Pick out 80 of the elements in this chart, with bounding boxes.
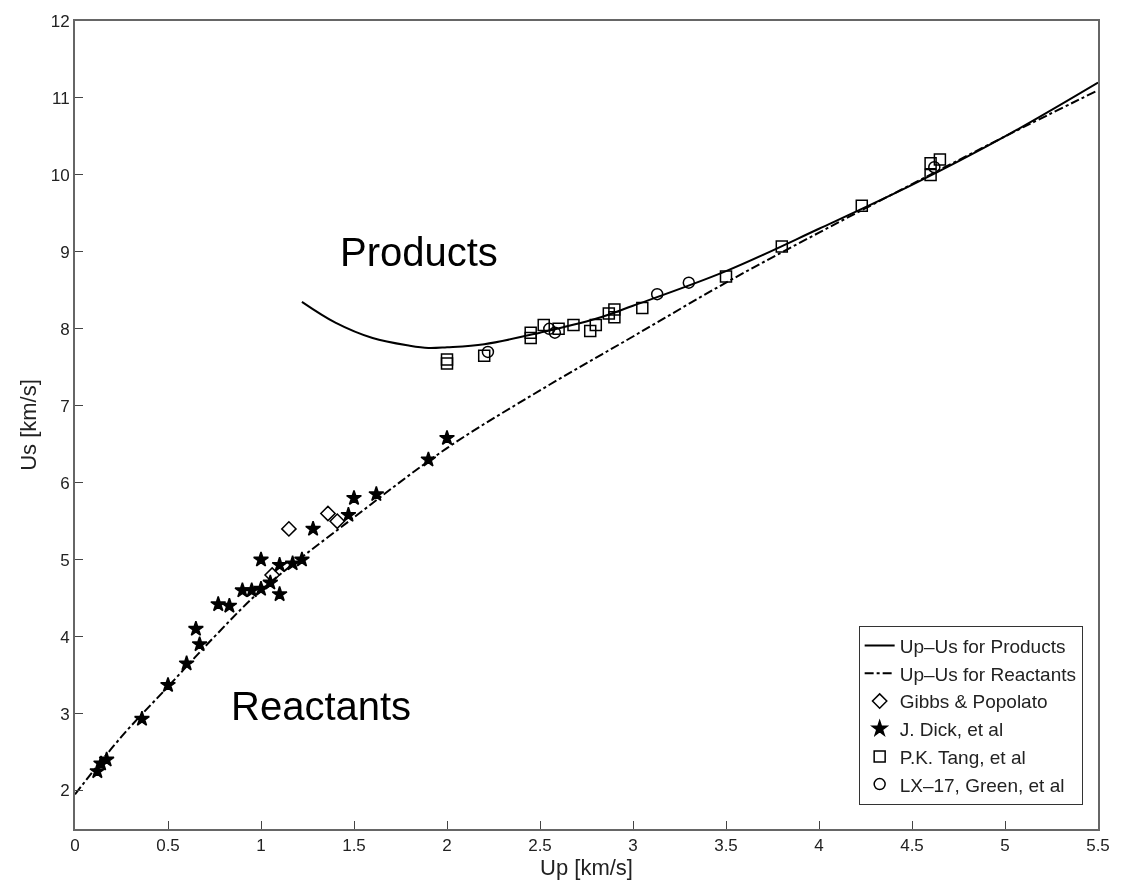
point <box>775 240 789 253</box>
point <box>98 751 115 767</box>
y-tick-label: 11 <box>51 88 70 108</box>
point <box>345 489 363 506</box>
point <box>608 311 621 324</box>
point <box>210 595 227 612</box>
x-tick-label: 5.5 <box>1086 836 1110 856</box>
point <box>368 485 385 502</box>
point <box>682 276 696 289</box>
point <box>608 303 621 316</box>
legend-label: Up–Us for Products <box>899 636 1066 658</box>
y-tick-label: 6 <box>60 473 70 493</box>
point <box>133 710 151 726</box>
x-tick-label: 5 <box>1000 836 1010 856</box>
legend-label: LX–17, Green, et al <box>899 774 1065 796</box>
point <box>481 345 495 359</box>
legend-label: Gibbs & Popolato <box>899 691 1048 713</box>
x-tick-label: 0.5 <box>156 836 180 856</box>
x-tick-label: 3 <box>628 836 638 856</box>
x-tick-label: 1.5 <box>342 836 366 856</box>
point <box>602 307 616 320</box>
y-tick-label: 3 <box>60 704 70 724</box>
point <box>329 513 346 530</box>
x-tick-label: 2 <box>442 836 452 856</box>
legend-label: P.K. Tang, et al <box>899 746 1026 768</box>
point <box>589 318 603 332</box>
x-tick-label: 4 <box>814 836 824 856</box>
annotation: Products <box>340 230 498 274</box>
y-tick-label: 10 <box>50 165 70 185</box>
point <box>933 153 947 166</box>
x-tick-label: 2.5 <box>528 836 552 856</box>
y-tick-label: 9 <box>60 242 70 262</box>
x-tick-label: 0 <box>70 836 80 856</box>
y-tick-label: 7 <box>60 396 70 416</box>
point <box>243 582 260 598</box>
y-tick-label: 4 <box>60 627 70 647</box>
x-tick-label: 3.5 <box>714 836 738 856</box>
point <box>583 324 597 338</box>
y-tick-label: 5 <box>60 550 70 570</box>
point <box>650 287 664 301</box>
point <box>440 353 454 366</box>
point <box>440 357 454 370</box>
x-tick-label: 1 <box>256 836 266 856</box>
y-axis-title: Us [km/s] <box>15 379 41 471</box>
y-tick-label: 2 <box>60 781 70 801</box>
point <box>340 506 357 523</box>
point <box>293 551 310 567</box>
point <box>271 556 288 573</box>
point <box>477 349 491 362</box>
point <box>924 168 937 182</box>
point <box>178 655 195 671</box>
x-axis-title: Up [km/s] <box>540 855 633 881</box>
point <box>924 157 937 170</box>
point <box>281 520 297 537</box>
point <box>252 551 270 567</box>
point <box>320 505 336 522</box>
x-tick-label: 4.5 <box>900 836 924 856</box>
point <box>284 555 301 571</box>
point <box>537 318 550 332</box>
point <box>187 620 204 636</box>
point <box>855 199 869 212</box>
annotation: Reactants <box>231 684 412 728</box>
point <box>221 597 238 613</box>
point <box>191 635 208 652</box>
legend-label: J. Dick, et al <box>899 719 1004 741</box>
legend-label: Up–Us for Reactants <box>899 663 1077 685</box>
point <box>524 326 537 339</box>
point <box>552 322 565 336</box>
point <box>567 318 580 332</box>
point <box>305 520 322 536</box>
point <box>262 574 279 590</box>
point <box>719 270 733 283</box>
point <box>438 429 456 446</box>
point <box>420 451 437 467</box>
point <box>636 301 649 315</box>
point <box>524 331 537 345</box>
point <box>271 585 288 602</box>
y-tick-label: 8 <box>60 319 70 339</box>
point <box>159 676 177 693</box>
y-tick-label: 12 <box>50 11 70 31</box>
